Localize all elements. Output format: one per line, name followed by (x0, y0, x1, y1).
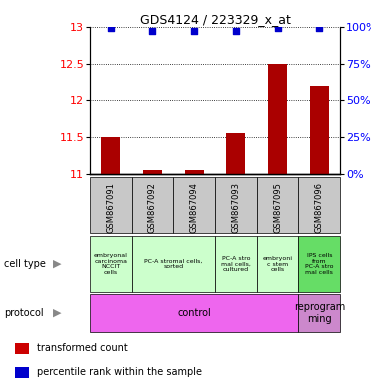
Point (150, 28, 155, 34)
Text: embryonal
carcinoma
NCCIT
cells: embryonal carcinoma NCCIT cells (94, 253, 128, 275)
Bar (131, 236, 215, 292)
Bar (226, 133, 245, 174)
Text: cell type: cell type (4, 259, 46, 269)
Text: GSM867095: GSM867095 (273, 182, 282, 233)
Bar (298, 294, 340, 332)
Bar (131, 177, 173, 233)
Bar (101, 137, 120, 174)
Bar (15, 343, 29, 354)
Point (233, 28, 239, 34)
Text: IPS cells
from
PC-A stro
mal cells: IPS cells from PC-A stro mal cells (305, 253, 334, 275)
Bar (143, 170, 162, 174)
Bar (215, 236, 257, 292)
Bar (298, 177, 340, 233)
Text: ▶: ▶ (53, 308, 62, 318)
Text: transformed count: transformed count (36, 343, 127, 353)
Bar (310, 86, 329, 174)
Bar (215, 177, 257, 233)
Text: protocol: protocol (4, 308, 43, 318)
Text: PC-A stro
mal cells,
cultured: PC-A stro mal cells, cultured (221, 256, 251, 272)
Point (191, 28, 197, 34)
Bar (90, 294, 298, 332)
Text: GSM867093: GSM867093 (232, 182, 240, 233)
Bar (185, 170, 204, 174)
Bar (173, 177, 215, 233)
Bar (90, 177, 131, 233)
Point (275, 25, 280, 31)
Bar (257, 236, 298, 292)
Title: GDS4124 / 223329_x_at: GDS4124 / 223329_x_at (139, 13, 290, 26)
Text: embryoni
c stem
cells: embryoni c stem cells (263, 256, 293, 272)
Text: percentile rank within the sample: percentile rank within the sample (36, 367, 201, 377)
Text: ▶: ▶ (53, 259, 62, 269)
Point (108, 25, 114, 31)
Bar (268, 64, 287, 174)
Bar (298, 236, 340, 292)
Text: PC-A stromal cells,
sorted: PC-A stromal cells, sorted (144, 258, 203, 270)
Text: reprogram
ming: reprogram ming (294, 302, 345, 324)
Text: control: control (177, 308, 211, 318)
Bar (257, 177, 298, 233)
Text: GSM867092: GSM867092 (148, 182, 157, 233)
Bar (90, 236, 131, 292)
Text: GSM867096: GSM867096 (315, 182, 324, 233)
Bar (15, 367, 29, 378)
Text: GSM867094: GSM867094 (190, 182, 198, 233)
Text: GSM867091: GSM867091 (106, 182, 115, 233)
Point (316, 25, 322, 31)
